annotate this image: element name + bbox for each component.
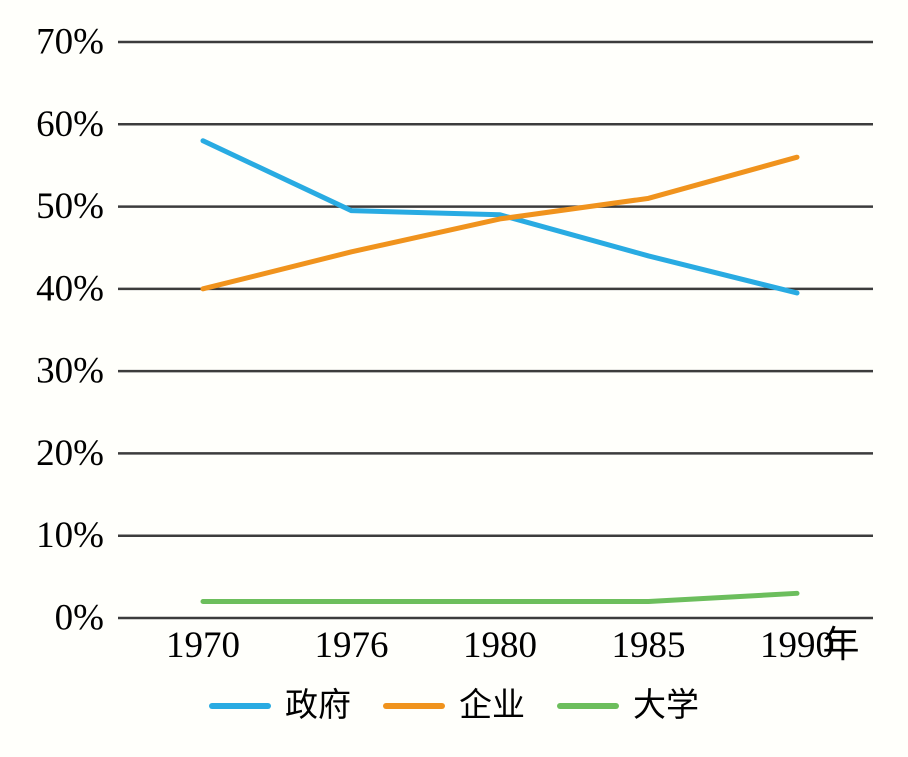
series-lines [200, 138, 800, 605]
series-line-government [200, 138, 800, 296]
series-line-enterprise [200, 154, 800, 292]
x-tick-label: 1976 [315, 625, 389, 666]
y-axis-labels: 0% 10% 20% 30% 40% 50% 60% 70% [36, 21, 104, 638]
legend-label-university: 大学 [633, 688, 699, 724]
x-tick-label: 1990 [760, 625, 834, 666]
x-tick-label: 1980 [463, 625, 537, 666]
plot-area: 0% 10% 20% 30% 40% 50% 60% 70% 1970 1976 1980 1985… [36, 21, 873, 666]
legend-item-enterprise: 企业 [383, 688, 525, 724]
gridlines [118, 40, 873, 620]
x-axis-unit-label: 年 [823, 624, 860, 666]
y-tick-label: 60% [36, 104, 104, 145]
legend-item-government: 政府 [209, 688, 351, 724]
y-tick-label: 0% [55, 598, 104, 639]
legend: 政府 企业 大学 [0, 688, 908, 724]
x-tick-label: 1985 [612, 625, 686, 666]
series-line-university [200, 590, 800, 605]
legend-item-university: 大学 [557, 688, 699, 724]
legend-label-enterprise: 企业 [459, 688, 525, 724]
y-tick-label: 70% [36, 21, 104, 62]
y-tick-label: 10% [36, 515, 104, 556]
legend-label-government: 政府 [285, 688, 351, 724]
y-tick-label: 20% [36, 433, 104, 474]
x-tick-label: 1970 [166, 625, 240, 666]
y-tick-label: 30% [36, 351, 104, 392]
y-tick-label: 40% [36, 268, 104, 309]
legend-swatch-enterprise [383, 703, 445, 710]
legend-swatch-government [209, 703, 271, 710]
legend-swatch-university [557, 703, 619, 710]
y-tick-label: 50% [36, 186, 104, 227]
